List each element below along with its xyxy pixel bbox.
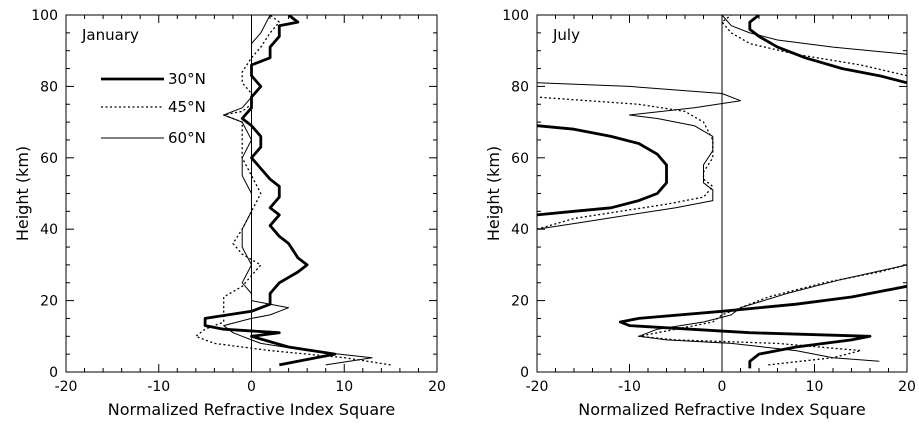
y-tick-label: 0 [520,365,529,381]
x-axis-title: Normalized Refractive Index Square [578,400,865,419]
chart-july: -20 -10 0 10 20 0 20 40 60 80 100 Normalized Refrac… [484,8,916,419]
x-tick-label: -20 [526,379,549,395]
legend: 30°N 45°N 60°N [101,70,206,147]
legend-label: 45°N [168,98,206,116]
y-tick-label: 60 [511,151,529,167]
legend-label: 60°N [168,129,206,147]
x-tick-label: -20 [55,379,78,395]
y-tick-label: 20 [511,294,529,310]
series-line [537,82,741,230]
series-line [195,15,391,366]
y-tick-label: 60 [40,151,58,167]
x-tick-label: 20 [428,379,446,395]
series-line [537,96,714,230]
series-line [638,264,907,366]
x-tick-label: 10 [335,379,353,395]
x-tick-label: 0 [718,379,727,395]
y-tick-label: 80 [40,79,58,95]
x-tick-label: 10 [806,379,824,395]
legend-label: 30°N [168,70,206,88]
y-axis-title: Height (km) [13,146,32,241]
y-tick-label: 100 [502,8,529,24]
y-tick-label: 40 [511,222,529,238]
series-line [223,15,373,366]
x-tick-label: -10 [147,379,170,395]
x-tick-label: 20 [898,379,916,395]
series-line [638,264,907,362]
x-axis-title: Normalized Refractive Index Square [108,400,395,419]
series-line [721,15,907,55]
series-line [748,15,907,85]
y-tick-label: 80 [511,79,529,95]
y-tick-label: 100 [31,8,58,24]
x-tick-label: -10 [618,379,641,395]
y-tick-label: 20 [40,294,58,310]
x-tick-label: 0 [247,379,256,395]
chart-january: -20 -10 0 10 20 0 20 40 60 80 100 Normalized Refrac… [13,8,446,419]
series-line [618,284,907,369]
panel-label: January [81,26,139,44]
series-line [203,15,337,367]
series-line [537,124,668,217]
panel-label: July [552,26,580,44]
y-tick-label: 40 [40,222,58,238]
plot-area [537,15,907,369]
y-tick-label: 0 [49,365,58,381]
y-axis-title: Height (km) [484,146,503,241]
plot-area [195,15,391,367]
